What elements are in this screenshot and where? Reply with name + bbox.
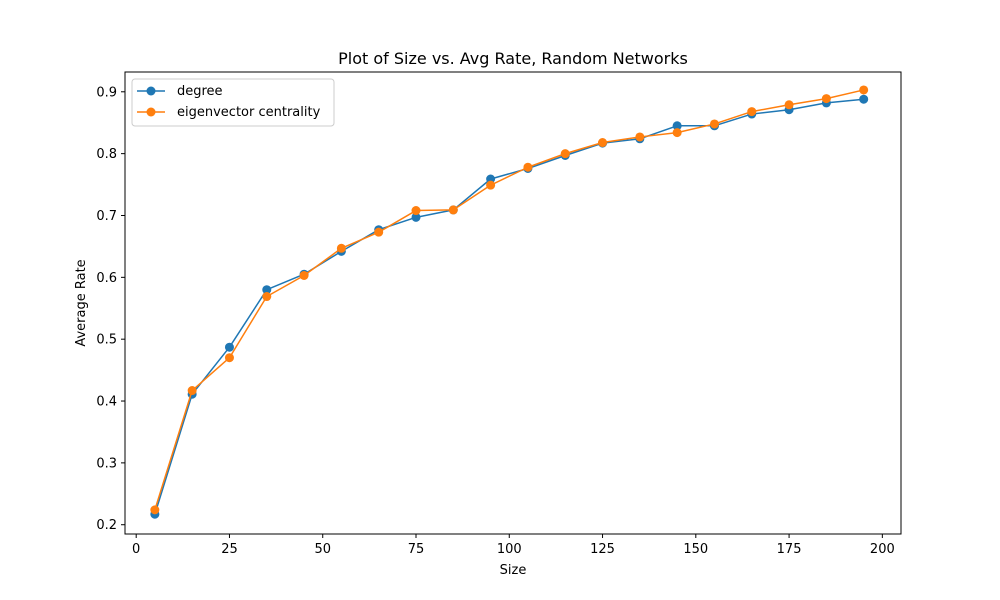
data-point-eigenvector-centrality xyxy=(150,505,160,515)
x-tick-label: 75 xyxy=(408,542,425,557)
data-point-eigenvector-centrality xyxy=(560,149,570,159)
data-point-eigenvector-centrality xyxy=(821,94,831,104)
data-point-eigenvector-centrality xyxy=(336,243,346,253)
data-point-degree xyxy=(262,285,272,295)
y-tick-label: 0.8 xyxy=(96,147,117,162)
y-tick-label: 0.5 xyxy=(96,333,117,348)
legend-marker-eigenvector-centrality xyxy=(146,107,156,117)
y-tick-label: 0.7 xyxy=(96,209,117,224)
data-point-degree xyxy=(224,342,234,352)
data-point-eigenvector-centrality xyxy=(635,132,645,142)
x-tick-label: 125 xyxy=(590,542,615,557)
axes-frame xyxy=(124,71,902,535)
data-point-eigenvector-centrality xyxy=(859,85,869,95)
y-tick-label: 0.6 xyxy=(96,271,117,286)
x-tick-label: 175 xyxy=(777,542,802,557)
legend-box xyxy=(131,78,335,127)
legend-label-eigenvector-centrality: eigenvector centrality xyxy=(177,105,321,120)
legend: degree eigenvector centrality xyxy=(131,78,335,127)
x-tick-label: 150 xyxy=(683,542,708,557)
data-point-eigenvector-centrality xyxy=(747,107,757,117)
y-tick-label: 0.9 xyxy=(96,85,117,100)
data-point-eigenvector-centrality xyxy=(486,180,496,190)
x-tick-label: 200 xyxy=(870,542,895,557)
y-tick-label: 0.4 xyxy=(96,395,117,410)
data-point-eigenvector-centrality xyxy=(187,386,197,396)
x-tick-label: 25 xyxy=(221,542,238,557)
data-point-eigenvector-centrality xyxy=(598,138,608,148)
series-line-eigenvector-centrality xyxy=(154,89,864,511)
y-tick-label: 0.3 xyxy=(96,456,117,471)
data-point-eigenvector-centrality xyxy=(448,205,458,215)
y-axis-title: Average Rate xyxy=(74,259,89,346)
x-tick-label: 100 xyxy=(497,542,522,557)
data-point-eigenvector-centrality xyxy=(672,128,682,138)
chart-title: Plot of Size vs. Avg Rate, Random Networ… xyxy=(338,49,688,68)
legend-label-degree: degree xyxy=(177,84,223,99)
x-axis-title: Size xyxy=(500,563,527,578)
legend-marker-degree xyxy=(146,86,156,96)
series-line-degree xyxy=(154,98,864,515)
data-point-eigenvector-centrality xyxy=(224,353,234,363)
data-point-degree xyxy=(859,94,869,104)
data-point-eigenvector-centrality xyxy=(523,162,533,172)
data-point-eigenvector-centrality xyxy=(262,292,272,302)
x-tick-label: 0 xyxy=(132,542,140,557)
data-point-degree xyxy=(672,121,682,131)
data-point-degree xyxy=(411,212,421,222)
x-axis: 0 25 50 75 100 125 150 175 200 xyxy=(132,534,895,557)
data-point-eigenvector-centrality xyxy=(709,119,719,129)
y-axis: 0.2 0.3 0.4 0.5 0.6 0.7 0.8 0.9 xyxy=(96,85,125,533)
x-tick-label: 50 xyxy=(314,542,331,557)
data-point-eigenvector-centrality xyxy=(784,100,794,110)
data-point-eigenvector-centrality xyxy=(374,227,384,237)
data-point-degree xyxy=(486,174,496,184)
data-point-eigenvector-centrality xyxy=(411,206,421,216)
data-point-eigenvector-centrality xyxy=(299,270,309,280)
y-tick-label: 0.2 xyxy=(96,518,117,533)
plot-area xyxy=(150,85,869,519)
